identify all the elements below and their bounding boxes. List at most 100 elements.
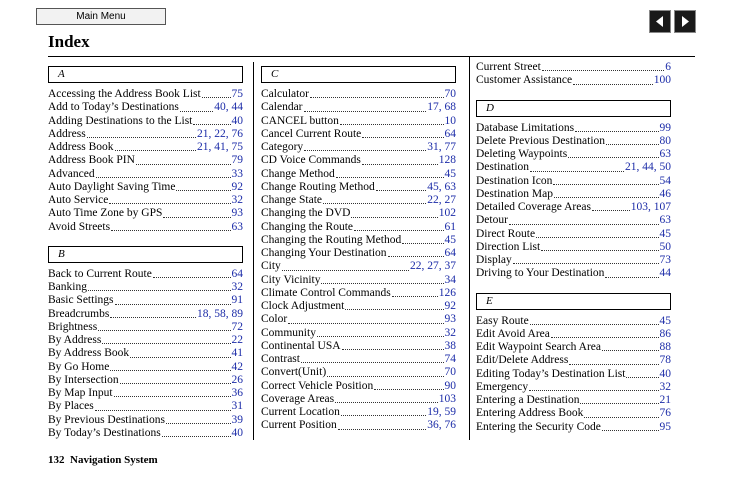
entry-pages[interactable]: 40 [659,367,672,380]
entry-pages[interactable]: 61 [444,220,457,233]
index-entry[interactable]: CD Voice Commands 128 [261,154,456,167]
index-entry[interactable]: Changing the Route 61 [261,221,456,234]
entry-pages[interactable]: 31, 77 [427,141,456,153]
entry-pages[interactable]: 88 [659,341,672,353]
entry-pages[interactable]: 6 [665,61,671,73]
index-entry[interactable]: Breadcrumbs 18, 58, 89 [48,308,243,321]
index-entry[interactable]: City 22, 27, 37 [261,260,456,273]
index-entry[interactable]: Deleting Waypoints 63 [476,148,671,161]
index-entry[interactable]: Easy Route 45 [476,315,671,328]
entry-pages[interactable]: 18, 58, 89 [197,307,243,320]
entry-pages[interactable]: 21, 22, 76 [197,127,243,140]
index-entry[interactable]: Calculator 70 [261,88,456,101]
index-entry[interactable]: Clock Adjustment 92 [261,300,456,313]
index-entry[interactable]: City Vicinity 34 [261,274,456,287]
entry-pages[interactable]: 72 [231,320,244,333]
entry-pages[interactable]: 103, 107 [630,201,671,213]
index-entry[interactable]: Correct Vehicle Position 90 [261,380,456,393]
index-entry[interactable]: Entering the Security Code 95 [476,421,671,434]
index-entry[interactable]: Color 93 [261,313,456,326]
index-entry[interactable]: Address 21, 22, 76 [48,128,243,141]
entry-pages[interactable]: 34 [444,273,457,286]
index-entry[interactable]: Database Limitations 99 [476,122,671,135]
entry-pages[interactable]: 21, 44, 50 [625,161,671,174]
entry-pages[interactable]: 45 [444,233,457,246]
entry-pages[interactable]: 36 [231,387,244,399]
entry-pages[interactable]: 93 [444,313,457,326]
index-entry[interactable]: Community 32 [261,327,456,340]
index-entry[interactable]: Continental USA 38 [261,340,456,353]
entry-pages[interactable]: 73 [659,254,672,266]
index-entry[interactable]: Changing the Routing Method 45 [261,234,456,247]
entry-pages[interactable]: 41 [231,347,244,360]
entry-pages[interactable]: 64 [231,267,244,280]
index-entry[interactable]: Direct Route 45 [476,228,671,241]
entry-pages[interactable]: 80 [659,134,672,147]
index-entry[interactable]: Brightness 72 [48,321,243,334]
index-entry[interactable]: Entering a Destination 21 [476,394,671,407]
main-menu-button[interactable]: Main Menu [36,8,166,25]
index-entry[interactable]: Coverage Areas 103 [261,393,456,406]
index-entry[interactable]: Display 73 [476,254,671,267]
entry-pages[interactable]: 86 [659,327,672,340]
index-entry[interactable]: By Address Book 41 [48,347,243,360]
entry-pages[interactable]: 45 [444,167,457,180]
index-entry[interactable]: Current Location 19, 59 [261,406,456,419]
entry-pages[interactable]: 92 [231,180,244,193]
entry-pages[interactable]: 39 [231,413,244,426]
index-entry[interactable]: Auto Daylight Saving Time 92 [48,181,243,194]
entry-pages[interactable]: 46 [659,187,672,200]
index-entry[interactable]: Edit Waypoint Search Area 88 [476,341,671,354]
entry-pages[interactable]: 99 [659,121,672,134]
entry-pages[interactable]: 22 [231,334,244,346]
index-entry[interactable]: By Map Input 36 [48,387,243,400]
entry-pages[interactable]: 45 [659,227,672,240]
entry-pages[interactable]: 64 [444,127,457,140]
entry-pages[interactable]: 44 [659,267,672,280]
index-entry[interactable]: Contrast 74 [261,353,456,366]
index-entry[interactable]: Delete Previous Destination 80 [476,135,671,148]
entry-pages[interactable]: 63 [659,148,672,160]
entry-pages[interactable]: 33 [231,167,244,180]
index-entry[interactable]: Back to Current Route 64 [48,268,243,281]
entry-pages[interactable]: 103 [438,392,456,405]
index-entry[interactable]: By Today’s Destinations 40 [48,427,243,440]
index-entry[interactable]: Current Street 6 [476,61,671,74]
index-entry[interactable]: By Previous Destinations 39 [48,414,243,427]
entry-pages[interactable]: 92 [444,300,457,312]
entry-pages[interactable]: 95 [659,420,672,433]
entry-pages[interactable]: 74 [444,353,457,365]
index-entry[interactable]: Adding Destinations to the List 40 [48,115,243,128]
index-entry[interactable]: Auto Time Zone by GPS 93 [48,207,243,220]
entry-pages[interactable]: 102 [438,207,456,220]
prev-page-button[interactable] [649,10,671,33]
entry-pages[interactable]: 40 [231,426,244,439]
entry-pages[interactable]: 17, 68 [427,101,456,114]
entry-pages[interactable]: 32 [444,326,457,339]
index-entry[interactable]: Change Method 45 [261,168,456,181]
index-entry[interactable]: Entering Address Book 76 [476,407,671,420]
index-entry[interactable]: By Go Home 42 [48,361,243,374]
index-entry[interactable]: Current Position 36, 76 [261,419,456,432]
index-entry[interactable]: Auto Service 32 [48,194,243,207]
entry-pages[interactable]: 64 [444,247,457,259]
entry-pages[interactable]: 26 [231,373,244,386]
entry-pages[interactable]: 70 [444,88,457,100]
entry-pages[interactable]: 36, 76 [427,419,456,432]
entry-pages[interactable]: 21 [659,394,672,406]
entry-pages[interactable]: 31 [231,400,244,413]
index-entry[interactable]: Customer Assistance 100 [476,74,671,87]
index-entry[interactable]: Accessing the Address Book List 75 [48,88,243,101]
entry-pages[interactable]: 78 [659,354,672,367]
index-entry[interactable]: Cancel Current Route 64 [261,128,456,141]
entry-pages[interactable]: 32 [659,380,672,393]
entry-pages[interactable]: 42 [231,360,244,373]
entry-pages[interactable]: 45 [659,314,672,327]
index-entry[interactable]: Destination Map 46 [476,188,671,201]
entry-pages[interactable]: 19, 59 [427,406,456,418]
entry-pages[interactable]: 75 [231,88,244,100]
index-entry[interactable]: Address Book 21, 41, 75 [48,141,243,154]
entry-pages[interactable]: 100 [653,74,671,87]
entry-pages[interactable]: 50 [659,240,672,253]
index-entry[interactable]: Destination Icon 54 [476,175,671,188]
